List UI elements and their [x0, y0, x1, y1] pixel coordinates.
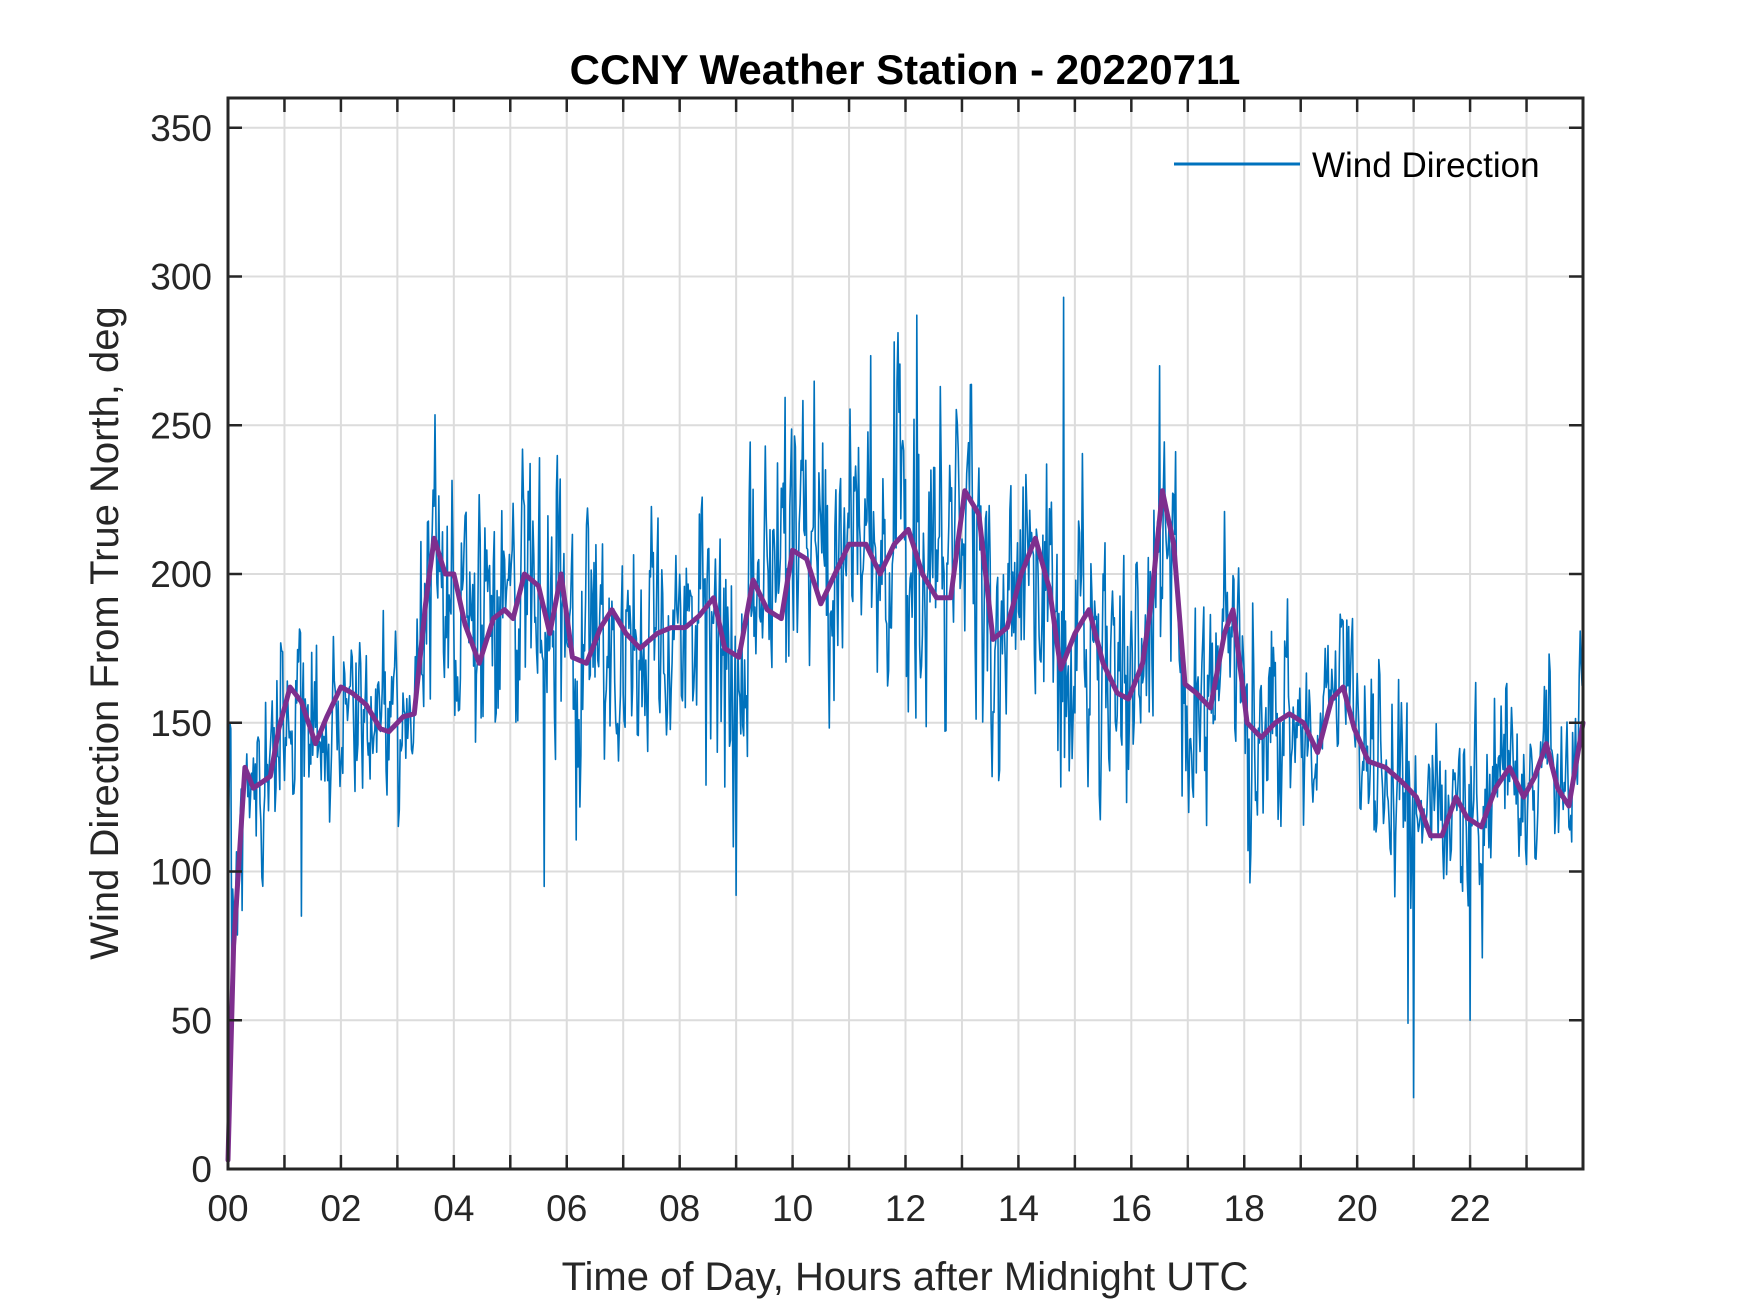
x-tick-label: 16	[1111, 1188, 1152, 1229]
y-tick-label: 350	[150, 108, 212, 149]
chart-title: CCNY Weather Station - 20220711	[570, 46, 1241, 93]
y-tick-label: 300	[150, 257, 212, 298]
x-tick-label: 22	[1450, 1188, 1491, 1229]
x-tick-label: 14	[998, 1188, 1039, 1229]
y-tick-label: 250	[150, 405, 212, 446]
legend: Wind Direction	[1174, 146, 1540, 185]
y-tick-labels: 0 50 100 150 200 250 300 350	[150, 108, 212, 1190]
series-wind-direction	[227, 296, 1583, 1099]
plot-area	[225, 96, 1586, 1171]
axes-frame	[226, 96, 1585, 1171]
x-tick-label: 00	[207, 1188, 248, 1229]
y-tick-label: 150	[150, 703, 212, 744]
legend-label-wind-direction: Wind Direction	[1312, 146, 1540, 185]
y-tick-label: 200	[150, 554, 212, 595]
x-tick-labels: 00 02 04 06 08 10 12 14 16 18 20 22	[207, 1188, 1490, 1229]
x-axis-label: Time of Day, Hours after Midnight UTC	[562, 1255, 1249, 1299]
y-tick-label: 100	[150, 852, 212, 893]
x-tick-label: 12	[885, 1188, 926, 1229]
y-tick-label: 0	[191, 1149, 212, 1190]
series-smoothed-wind-direction	[225, 488, 1586, 1163]
y-tick-label: 50	[171, 1000, 212, 1041]
x-tick-label: 06	[546, 1188, 587, 1229]
x-tick-label: 20	[1337, 1188, 1378, 1229]
x-tick-label: 02	[320, 1188, 361, 1229]
x-tick-label: 18	[1224, 1188, 1265, 1229]
x-tick-label: 04	[433, 1188, 474, 1229]
y-axis-label: Wind Direction From True North, deg	[83, 306, 127, 960]
smoothed-wind-direction-line	[225, 488, 1586, 1163]
wind-direction-line	[227, 296, 1583, 1099]
x-tick-label: 08	[659, 1188, 700, 1229]
x-tick-label: 10	[772, 1188, 813, 1229]
